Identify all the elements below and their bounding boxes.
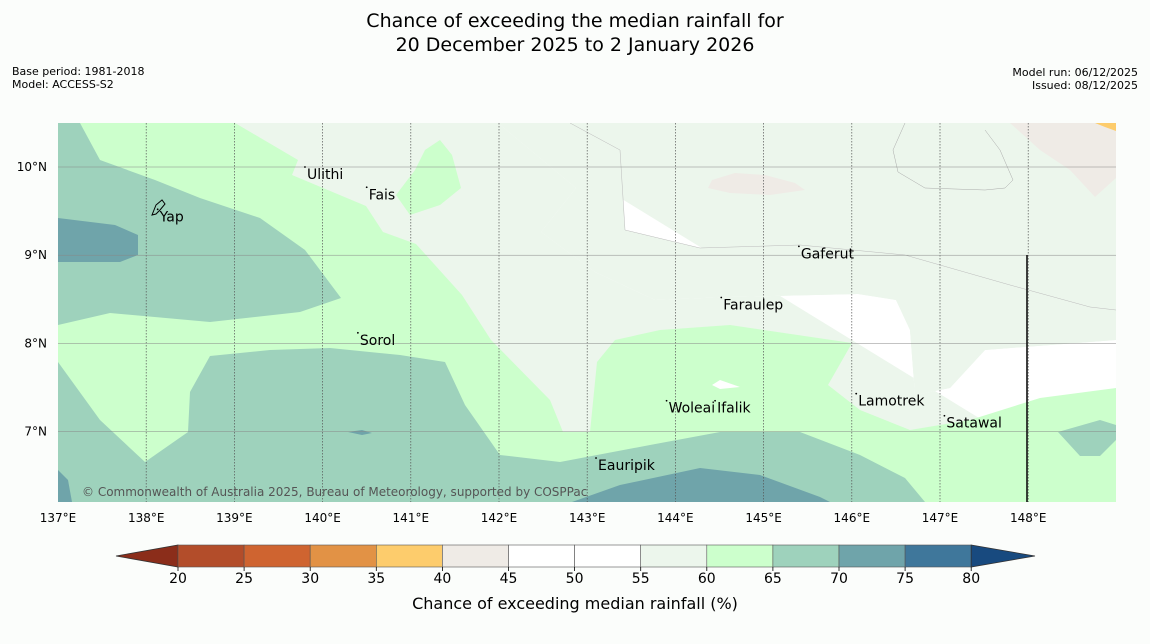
place-marker bbox=[714, 399, 716, 402]
shade-40-45-blob bbox=[708, 173, 805, 195]
colorbar-tick-label: 40 bbox=[433, 571, 451, 587]
longitude-label: 137°E bbox=[40, 511, 77, 525]
shade-white-small bbox=[712, 380, 740, 389]
colorbar-segment bbox=[706, 544, 774, 568]
model-name: Model: ACCESS-S2 bbox=[12, 78, 114, 91]
latitude-label: 9°N bbox=[24, 248, 47, 262]
shade-65-70-south bbox=[58, 348, 925, 502]
colorbar: 20 25 30 35 40 45 50 55 60 65 70 75 80 bbox=[115, 544, 1036, 587]
shade-70-75-south bbox=[572, 468, 830, 502]
place-label: Sorol bbox=[360, 333, 395, 349]
colorbar-segment bbox=[177, 544, 245, 568]
latitude-label: 8°N bbox=[24, 336, 47, 350]
shade-60-65-fais bbox=[396, 140, 461, 215]
place-label: Yap bbox=[159, 209, 184, 225]
colorbar-tick-label: 25 bbox=[235, 571, 253, 587]
colorbar-tick-label: 35 bbox=[367, 571, 385, 587]
place-label: Fais bbox=[369, 187, 396, 203]
colorbar-tick-label: 65 bbox=[764, 571, 782, 587]
map-title-line-1: Chance of exceeding the median rainfall … bbox=[366, 10, 784, 32]
longitude-label: 142°E bbox=[481, 511, 518, 525]
place-marker bbox=[365, 186, 368, 189]
shade-40-45-ne bbox=[1010, 123, 1116, 197]
longitude-label: 144°E bbox=[657, 511, 694, 525]
colorbar-segment bbox=[442, 544, 509, 568]
longitude-label: 148°E bbox=[1010, 511, 1047, 525]
longitude-label: 139°E bbox=[216, 511, 253, 525]
colorbar-tick-label: 50 bbox=[566, 571, 584, 587]
colorbar-extend-high bbox=[970, 544, 1036, 568]
latitude-label: 7°N bbox=[24, 425, 47, 439]
longitude-label: 143°E bbox=[569, 511, 606, 525]
contour-outline bbox=[892, 123, 1014, 191]
issued-date: Issued: 08/12/2025 bbox=[1031, 79, 1138, 92]
model-run: Model run: 06/12/2025 bbox=[1012, 66, 1138, 79]
place-label: Lamotrek bbox=[858, 394, 925, 410]
shade-70-75-corner bbox=[58, 470, 72, 502]
base-period: Base period: 1981-2018 bbox=[12, 65, 145, 78]
place-label: Eauripik bbox=[598, 458, 656, 474]
colorbar-tick-label: 55 bbox=[632, 571, 650, 587]
place-marker bbox=[943, 414, 946, 417]
place-label: Woleai bbox=[669, 401, 716, 417]
shade-35-40-ne bbox=[1095, 123, 1116, 131]
latitude-labels: 10°N 9°N 8°N 7°N bbox=[17, 160, 47, 439]
place-marker bbox=[720, 296, 723, 299]
shade-70-75-west bbox=[58, 218, 138, 262]
contour-outline-2 bbox=[569, 123, 1116, 311]
copyright-notice: © Commonwealth of Australia 2025, Bureau… bbox=[82, 485, 587, 499]
meta-left: Base period: 1981-2018 Model: ACCESS-S2 bbox=[12, 65, 144, 91]
place-marker bbox=[595, 457, 597, 459]
longitude-label: 141°E bbox=[393, 511, 430, 525]
longitude-label: 145°E bbox=[745, 511, 782, 525]
colorbar-segment bbox=[375, 544, 443, 568]
shade-55-60-north bbox=[498, 123, 1116, 395]
place-label: Ifalik bbox=[717, 401, 751, 417]
shade-65-70-yap bbox=[58, 123, 341, 325]
shade-70-75-dot bbox=[348, 430, 372, 435]
place-label: Satawal bbox=[946, 416, 1001, 432]
colorbar-tick-label: 20 bbox=[169, 571, 187, 587]
colorbar-tick-label: 45 bbox=[500, 571, 518, 587]
colorbar-segment bbox=[508, 544, 575, 568]
colorbar-segment bbox=[904, 544, 972, 568]
longitude-label: 146°E bbox=[834, 511, 871, 525]
longitude-labels: 137°E 138°E 139°E 140°E 141°E 142°E 143°E 144°E… bbox=[40, 511, 1047, 525]
place-label: Gaferut bbox=[801, 246, 855, 262]
place-marker bbox=[855, 392, 858, 395]
colorbar-tick-label: 70 bbox=[830, 571, 848, 587]
place-marker bbox=[156, 208, 159, 211]
colorbar-label: Chance of exceeding median rainfall (%) bbox=[412, 594, 738, 613]
colorbar-segment bbox=[838, 544, 906, 568]
place-marker bbox=[797, 245, 800, 248]
place-marker bbox=[665, 399, 668, 402]
colorbar-segment bbox=[309, 544, 377, 568]
latitude-label: 10°N bbox=[17, 160, 47, 174]
longitude-label: 138°E bbox=[128, 511, 165, 525]
colorbar-tick-label: 75 bbox=[896, 571, 914, 587]
longitude-label: 140°E bbox=[304, 511, 341, 525]
colorbar-segment bbox=[243, 544, 311, 568]
place-labels: Ulithi Fais Yap Gaferut Faraulep Sorol Lamotre… bbox=[156, 166, 1002, 474]
place-marker bbox=[356, 331, 359, 334]
colorbar-tick-label: 80 bbox=[962, 571, 980, 587]
yap-island-shape bbox=[151, 199, 166, 216]
shade-65-70-east bbox=[1058, 420, 1116, 456]
place-marker bbox=[304, 166, 306, 168]
meta-right: Model run: 06/12/2025 Issued: 08/12/2025 bbox=[1012, 66, 1138, 92]
colorbar-extend-low bbox=[115, 544, 179, 568]
place-label: Ulithi bbox=[307, 167, 343, 183]
colorbar-tick-label: 30 bbox=[301, 571, 319, 587]
longitude-label: 147°E bbox=[922, 511, 959, 525]
map-title-line-2: 20 December 2025 to 2 January 2026 bbox=[395, 34, 755, 56]
place-label: Faraulep bbox=[723, 298, 783, 314]
gridlines bbox=[58, 123, 1116, 502]
colorbar-tick-label: 60 bbox=[698, 571, 716, 587]
colorbar-segment bbox=[772, 544, 840, 568]
colorbar-segment bbox=[640, 544, 708, 568]
colorbar-segment bbox=[574, 544, 641, 568]
